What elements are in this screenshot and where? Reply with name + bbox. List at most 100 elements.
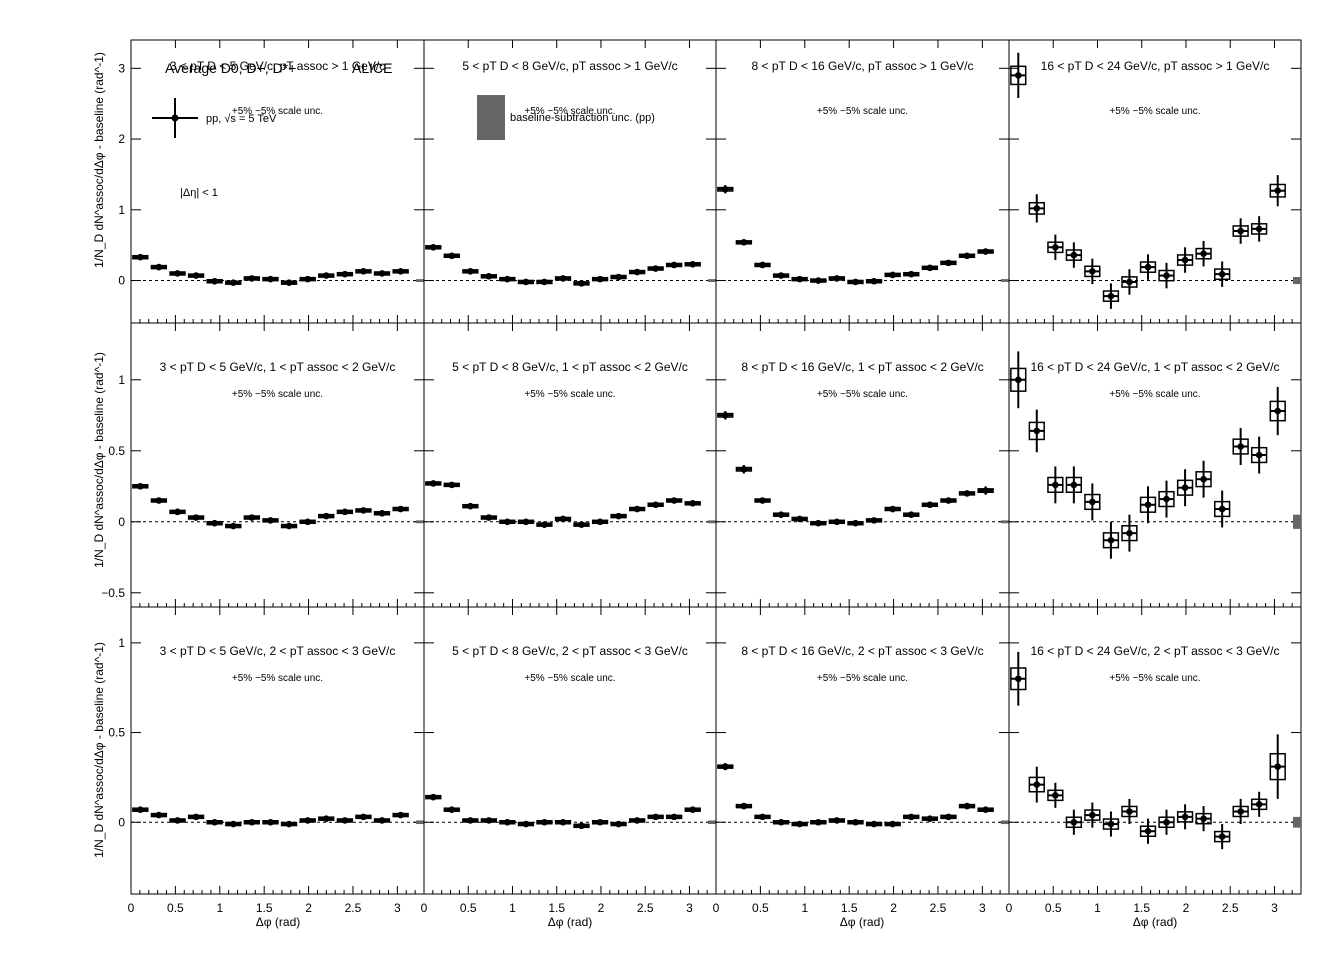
panel-1-2-point xyxy=(670,261,678,269)
legend-baseline-swatch xyxy=(477,95,505,140)
xlabel-col4: Δφ (rad) xyxy=(1133,915,1177,929)
panel-2-4-title: 16 < pT D < 24 GeV/c, 1 < pT assoc < 2 G… xyxy=(1030,360,1279,374)
panel-3-4-title: 16 < pT D < 24 GeV/c, 2 < pT assoc < 3 G… xyxy=(1030,644,1279,658)
panel-1-4-point-sys xyxy=(1269,183,1286,198)
panel-3-3-xtick-label: 3 xyxy=(979,901,986,915)
panel-2-1-point xyxy=(174,508,181,516)
panel-2-4-point xyxy=(1070,481,1078,489)
panel-3-3-point xyxy=(833,817,841,824)
panel-3-1-xtick-label: 3 xyxy=(394,901,401,915)
panel-2-1-point xyxy=(360,507,367,514)
panel-3-4-point xyxy=(1163,818,1170,826)
panel-3-1-point xyxy=(304,817,311,824)
panel-3-4-point xyxy=(1107,820,1115,828)
panel-3-1-scale-unc: +5% −5% scale unc. xyxy=(232,673,323,684)
panel-3-3-point xyxy=(926,815,934,822)
xlabel-col2: Δφ (rad) xyxy=(548,915,592,929)
panel-2-4-point xyxy=(1107,536,1115,544)
panel-3-4-xtick-label: 1.5 xyxy=(1133,901,1150,915)
panel-3-4-band xyxy=(1293,816,1301,828)
panel-1-1-ytick-label: 1 xyxy=(118,203,125,217)
panel-3-2-xtick-label: 1 xyxy=(509,901,516,915)
panel-3-1-band xyxy=(416,820,424,825)
panel-1-1-ytick-label: 0 xyxy=(118,274,125,288)
panel-1-3-point xyxy=(963,252,971,260)
panel-3-2-point xyxy=(670,813,678,821)
panel-3-3-xtick-label: 1.5 xyxy=(841,901,858,915)
panel-2-3-point xyxy=(982,487,989,494)
panel-3-2-point xyxy=(429,793,437,801)
panel-2-1-point xyxy=(378,509,386,517)
panel-2-4-point-sys xyxy=(1028,421,1045,441)
panel-2-1-band xyxy=(416,520,424,524)
panel-2-3-point xyxy=(759,497,766,504)
panel-2-4-point xyxy=(1218,505,1226,513)
xlabel-col1: Δφ (rad) xyxy=(256,915,300,929)
ylabel-row3: 1/N_D dN^assoc/dΔφ - baseline (rad^-1) xyxy=(92,642,106,858)
panel-3-2-point xyxy=(615,820,622,828)
panel-3-1-point xyxy=(248,818,256,826)
panel-2-4-point-sys xyxy=(1047,476,1064,494)
panel-2-1-point xyxy=(137,483,144,490)
panel-2-3-point xyxy=(907,511,915,518)
panel-1-1-band xyxy=(416,279,424,282)
panel-1-2-point xyxy=(541,278,548,286)
panel-3-4-point-sys xyxy=(1010,667,1027,691)
panel-1-3-title: 8 < pT D < 16 GeV/c, pT assoc > 1 GeV/c xyxy=(751,59,973,73)
panel-3-4-point-sys xyxy=(1102,818,1120,830)
panel-2-1-point xyxy=(322,512,330,520)
panel-1-4-point-sys xyxy=(1121,276,1138,288)
ylabel-row2: 1/N_D dN^assoc/dΔφ - baseline (rad^-1) xyxy=(92,352,106,568)
panel-2-2-scale-unc: +5% −5% scale unc. xyxy=(524,389,615,400)
panel-1-4-point-sys xyxy=(1010,65,1027,86)
panel-2-2-point xyxy=(670,497,678,504)
panel-2-1-point xyxy=(267,517,274,524)
panel-3-3-xtick-label: 2 xyxy=(890,901,897,915)
panel-1-4-point-sys xyxy=(1232,225,1249,237)
panel-1-4-scale-unc: +5% −5% scale unc. xyxy=(1109,106,1200,117)
panel-1-1-ytick-label: 2 xyxy=(118,132,125,146)
panel-1-1-point xyxy=(322,272,330,279)
panel-1-1-ytick-label: 3 xyxy=(118,61,125,75)
panel-2-1-point xyxy=(285,522,293,530)
panel-2-4-point-sys xyxy=(1195,471,1212,488)
panel-2-4-point xyxy=(1181,484,1189,492)
panel-2-1-point xyxy=(304,518,311,526)
panel-2-4-point xyxy=(1163,495,1170,503)
experiment-label: ALICE xyxy=(352,60,392,76)
panel-2-4-point xyxy=(1052,481,1059,489)
ylabel-row1: 1/N_D dN^assoc/dΔφ - baseline (rad^-1) xyxy=(92,52,106,268)
panel-2-3-point xyxy=(963,490,971,497)
panel-2-1-point xyxy=(211,519,218,527)
panel-3-4-point xyxy=(1144,827,1152,835)
panel-2-3-point xyxy=(926,501,934,509)
panel-1-2-point xyxy=(522,278,530,286)
panel-2-3-point xyxy=(814,519,822,527)
panel-1-4-point-sys xyxy=(1139,261,1157,273)
panel-3-4-scale-unc: +5% −5% scale unc. xyxy=(1109,673,1200,684)
panel-1-4-title: 16 < pT D < 24 GeV/c, pT assoc > 1 GeV/c xyxy=(1041,59,1270,73)
panel-1-3-point xyxy=(722,185,729,193)
panel-1-1-point xyxy=(192,272,200,279)
panel-1-1-point xyxy=(267,275,274,283)
panel-3-4-point-sys xyxy=(1158,816,1175,829)
panel-3-4-point-sys xyxy=(1176,811,1194,823)
panel-1-2-point xyxy=(652,265,659,272)
panel-3-4-point xyxy=(1181,813,1189,821)
panel-2-1-title: 3 < pT D < 5 GeV/c, 1 < pT assoc < 2 GeV… xyxy=(160,360,396,374)
legend-pp-label: pp, √s = 5 TeV xyxy=(206,113,277,125)
legend-marker-point xyxy=(171,114,179,122)
panel-3-4-point-sys xyxy=(1213,830,1231,843)
panel-2-3-point xyxy=(945,497,952,504)
panel-2-1-ytick-label: −0.5 xyxy=(101,586,125,600)
panel-3-3-point xyxy=(796,820,803,828)
panel-1-1-point xyxy=(174,270,181,277)
panel-3-1-point xyxy=(137,806,144,813)
panel-3-2-point xyxy=(633,817,641,824)
deta-label: |Δη| < 1 xyxy=(180,187,218,199)
panel-3-4-xtick-label: 0 xyxy=(1006,901,1013,915)
panel-3-3-point xyxy=(870,820,878,828)
panel-3-2-point xyxy=(559,818,567,826)
panel-3-1-xtick-label: 0.5 xyxy=(167,901,184,915)
panel-3-2-point xyxy=(596,818,604,826)
